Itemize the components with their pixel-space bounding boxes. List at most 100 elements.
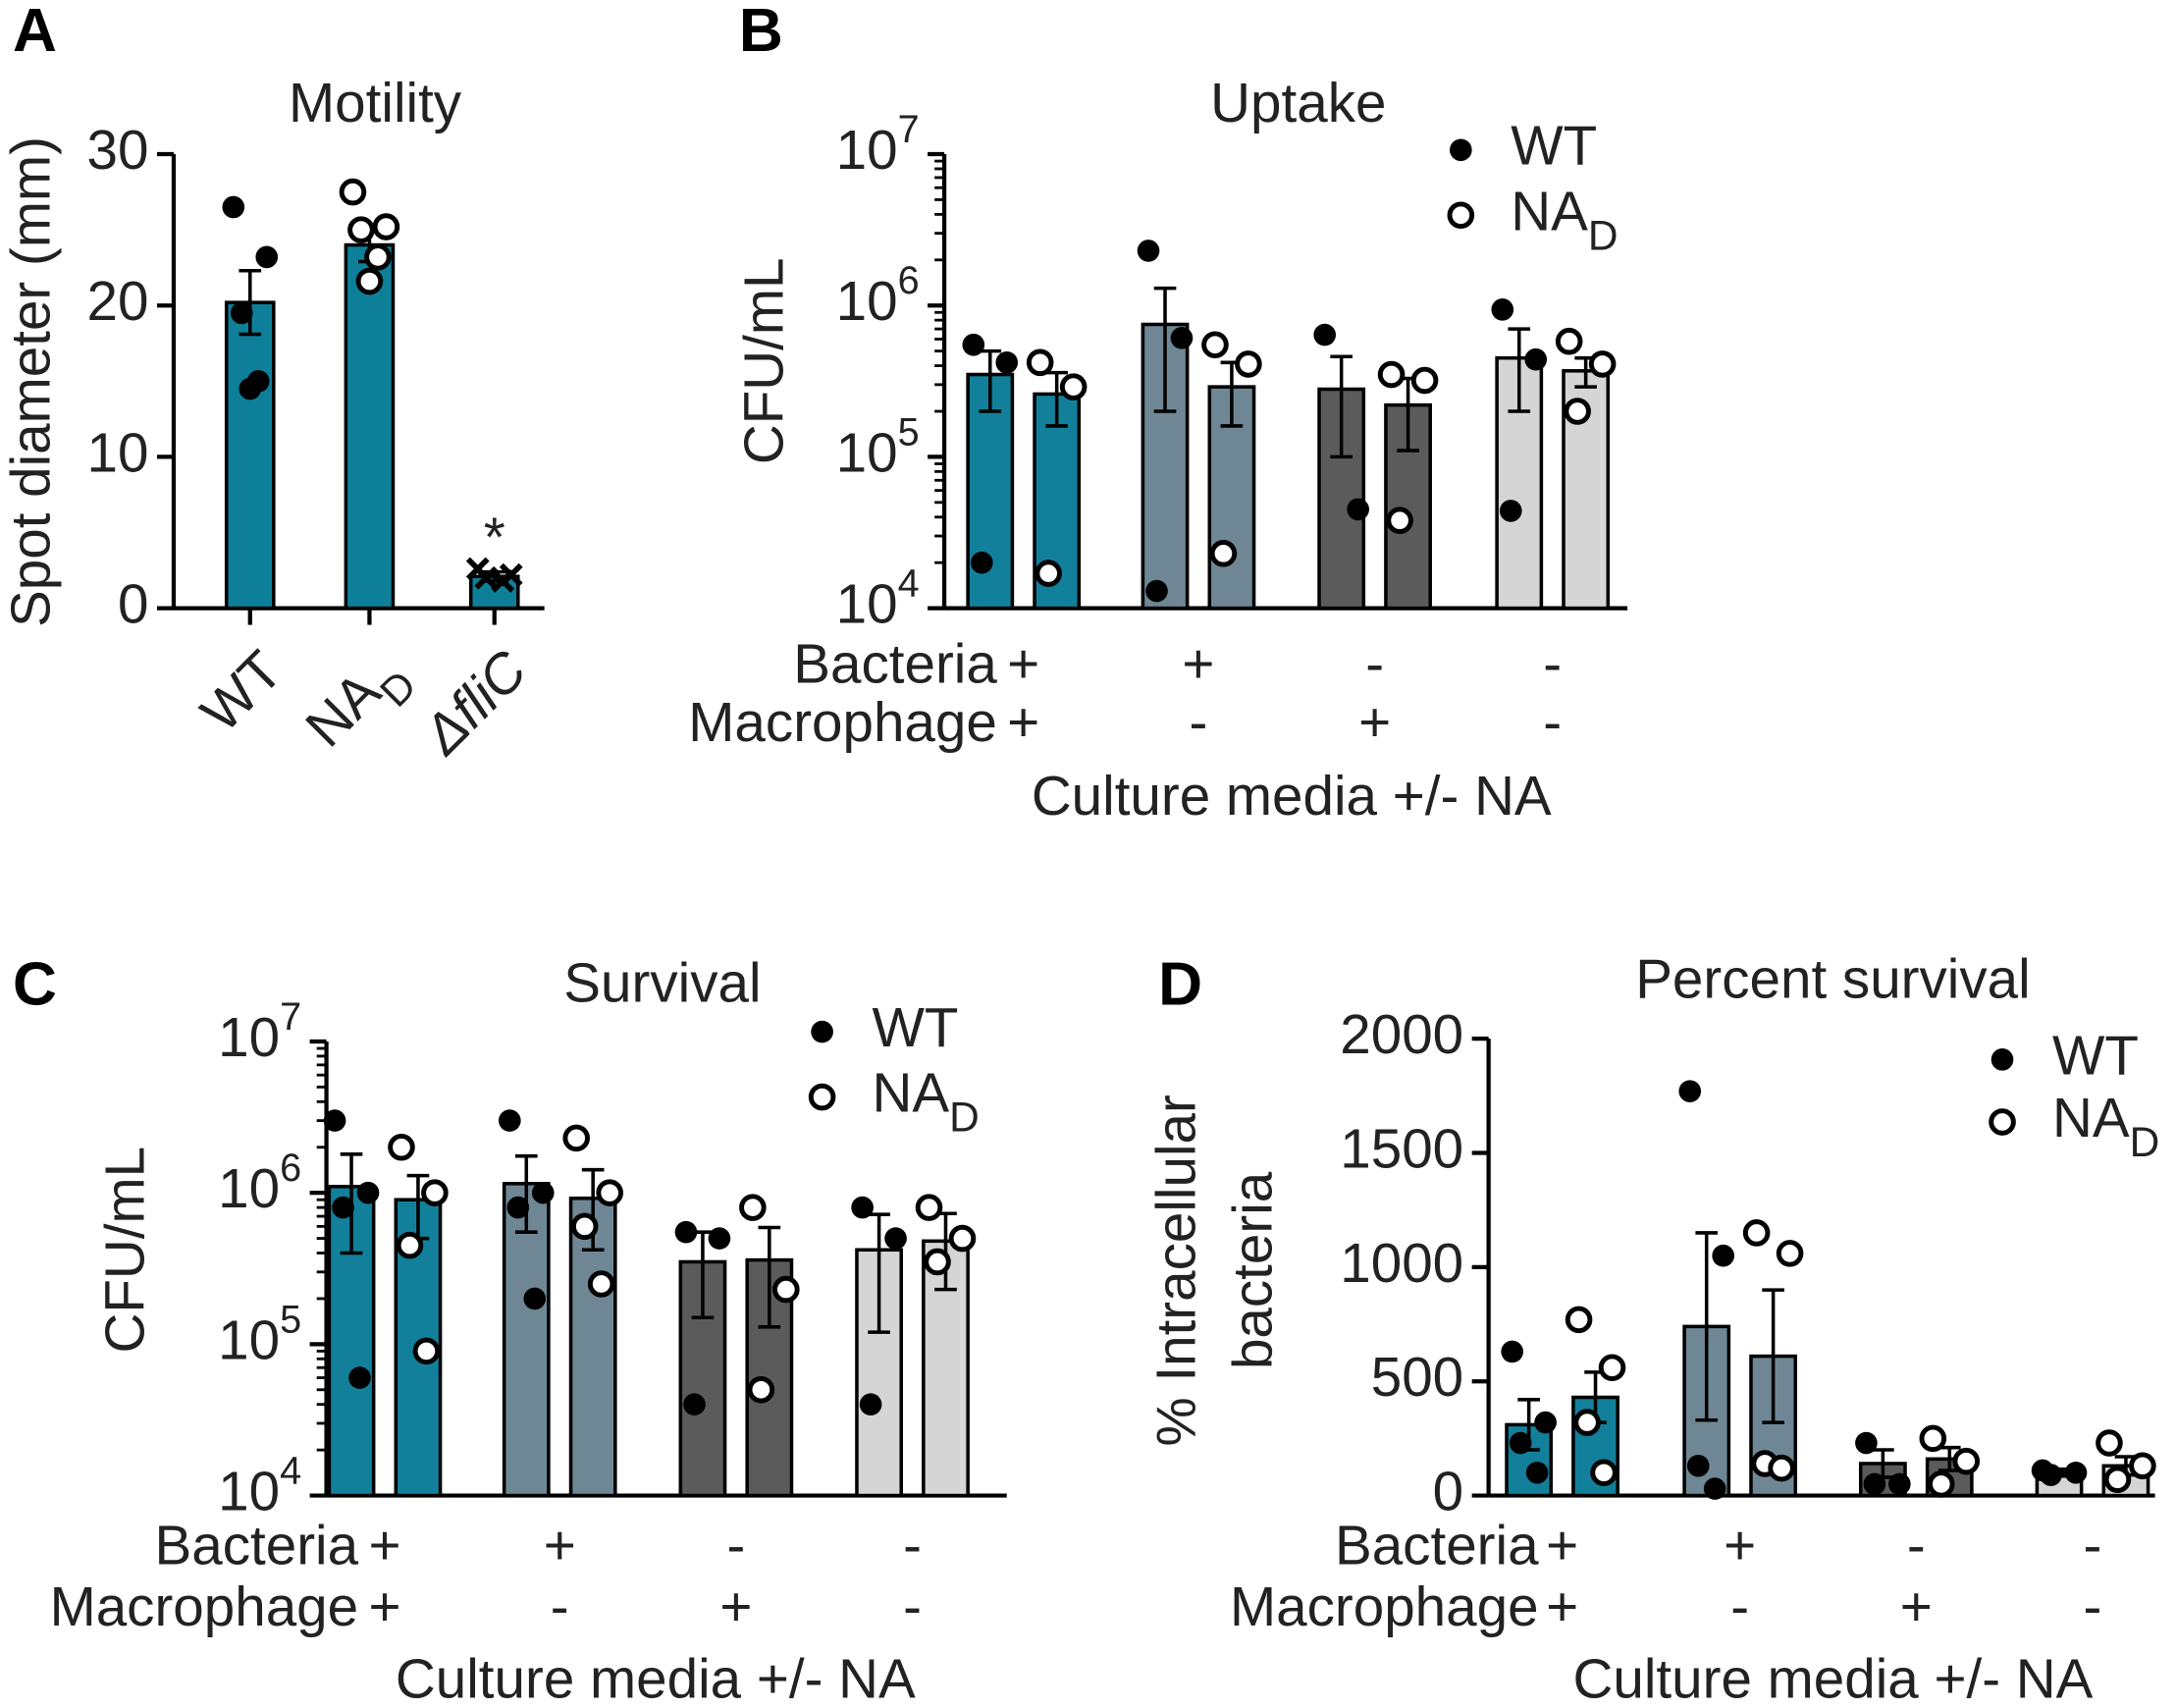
chart-title: Percent survival <box>1635 948 2030 1010</box>
condition-label: Macrophage <box>50 1575 359 1637</box>
condition-value: + <box>1724 1515 1756 1576</box>
condition-value: - <box>726 1515 745 1576</box>
condition-label: Bacteria <box>155 1515 359 1576</box>
data-point <box>2096 1429 2123 1457</box>
data-point <box>523 1287 547 1310</box>
error-bar <box>868 1212 890 1334</box>
data-point <box>412 1337 441 1365</box>
chart-title: Motility <box>289 72 462 133</box>
error-bar <box>1762 1288 1784 1424</box>
condition-value: + <box>1007 691 1039 753</box>
data-point <box>570 1212 599 1241</box>
legend-label: WT <box>2052 1024 2139 1086</box>
x-tick-label: ΔfliC <box>410 638 539 767</box>
y-tick-label: 30 <box>87 119 149 181</box>
data-point <box>1235 350 1262 378</box>
data-point <box>1590 1459 1618 1487</box>
error-bar <box>1330 354 1353 459</box>
legend-marker <box>1990 1048 2014 1071</box>
data-point <box>474 565 499 590</box>
condition-value: + <box>1007 632 1039 694</box>
error-bar <box>979 348 1002 413</box>
legend-label-part: NA <box>2052 1087 2130 1148</box>
data-point <box>851 1196 874 1219</box>
data-point <box>1377 360 1406 389</box>
x-tick-label: WT <box>189 639 294 744</box>
y-tick-label-part: 10 <box>218 1157 280 1219</box>
condition-value: - <box>1365 632 1384 694</box>
data-point <box>339 178 367 206</box>
y-axis-label: Spot diameter (mm) <box>0 136 61 627</box>
data-point <box>1768 1454 1795 1482</box>
y-tick-label-part: 10 <box>218 1308 280 1370</box>
data-point <box>674 1220 698 1244</box>
data-point <box>1313 323 1337 347</box>
chart-title: Uptake <box>1210 72 1386 133</box>
data-point <box>1703 1477 1726 1500</box>
y-tick-label: 107 <box>836 108 920 181</box>
y-tick-label: 0 <box>118 573 148 635</box>
condition-value: + <box>1900 1575 1933 1637</box>
data-point <box>1712 1244 1735 1267</box>
data-point <box>506 1196 530 1219</box>
data-point <box>1386 507 1413 535</box>
bar <box>502 1182 551 1498</box>
y-tick-label: 104 <box>218 1450 301 1522</box>
condition-value: - <box>903 1515 922 1576</box>
data-point <box>1145 579 1168 603</box>
y-tick-label: 500 <box>1371 1346 1463 1408</box>
data-point <box>2103 1466 2132 1494</box>
x-tick-label: NAD <box>293 639 425 771</box>
error-bar <box>1695 1231 1719 1422</box>
y-tick-label-part: 4 <box>898 562 920 606</box>
legend-marker <box>1989 1108 2016 1136</box>
condition-value: + <box>1182 632 1214 694</box>
data-point <box>255 245 279 269</box>
y-tick-label-part: 6 <box>280 1148 301 1191</box>
y-tick-label: 104 <box>836 562 920 635</box>
legend-label-part: NA <box>1511 180 1588 241</box>
data-point <box>1952 1447 1981 1475</box>
chart-title: Survival <box>563 952 761 1014</box>
y-axis-label: CFU/mL <box>94 1147 156 1354</box>
y-tick-label: 10 <box>87 421 149 483</box>
condition-label: Macrophage <box>1230 1575 1539 1637</box>
data-point <box>562 1124 590 1152</box>
legend-marker <box>1447 201 1475 230</box>
data-point <box>1598 1354 1626 1382</box>
condition-value: - <box>1730 1575 1749 1637</box>
legend-label: NAD <box>1511 180 1618 258</box>
x-axis-label: Culture media +/- NA <box>396 1647 916 1708</box>
data-point <box>1678 1080 1702 1102</box>
y-tick-label-part: 7 <box>898 108 920 151</box>
data-point <box>1525 1461 1549 1484</box>
x-axis-label: Culture media +/- NA <box>1032 765 1552 827</box>
data-point <box>239 377 262 400</box>
legend-label: WT <box>1511 115 1597 177</box>
error-bar <box>1153 286 1177 413</box>
data-point <box>1499 500 1522 522</box>
y-tick-label: 1000 <box>1340 1232 1463 1294</box>
condition-label: Bacteria <box>1335 1515 1539 1576</box>
legend-label: NAD <box>873 1062 980 1141</box>
condition-value: - <box>903 1575 922 1637</box>
bar <box>327 1185 376 1498</box>
data-point <box>772 1275 800 1304</box>
panel-label: B <box>739 0 783 65</box>
data-point <box>1534 1411 1557 1434</box>
y-tick-label: 105 <box>836 411 920 483</box>
panel-label: A <box>13 0 57 65</box>
data-point <box>1742 1219 1771 1247</box>
data-point <box>1863 1472 1886 1496</box>
y-tick-label: 20 <box>87 270 149 332</box>
panel-label: D <box>1158 951 1202 1019</box>
data-point <box>1855 1431 1878 1455</box>
condition-label: Macrophage <box>688 691 997 753</box>
annotation: * <box>484 506 505 567</box>
y-tick-label: 105 <box>218 1299 301 1371</box>
data-point <box>396 1231 424 1259</box>
data-point <box>1919 1424 1947 1453</box>
data-point <box>1491 298 1514 321</box>
data-point <box>388 1133 415 1161</box>
